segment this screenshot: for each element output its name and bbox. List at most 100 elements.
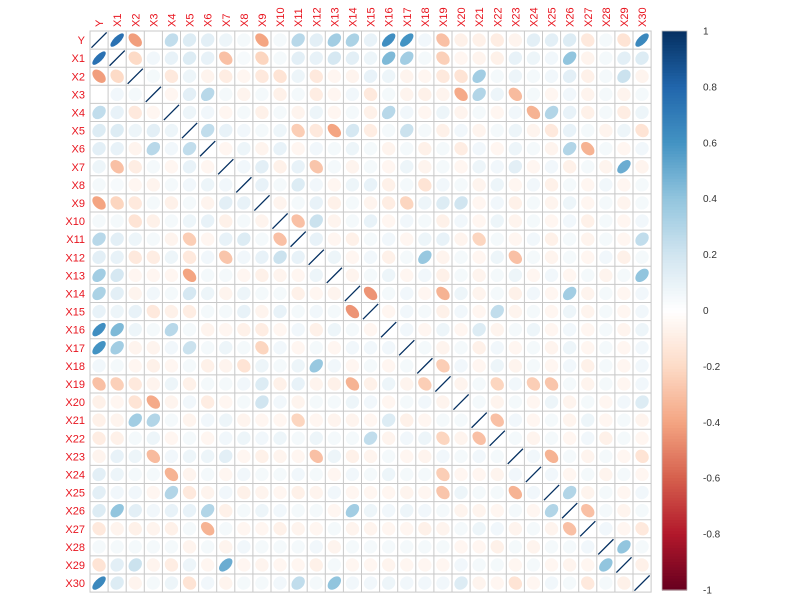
colorbar-segment — [662, 316, 687, 320]
corr-cell-x24-x14 — [345, 467, 360, 482]
corr-cell-x15-x10 — [273, 304, 287, 319]
corr-cell-x8-x30 — [635, 178, 649, 192]
colorbar-segment — [662, 360, 687, 365]
corr-cell-x20-x24 — [526, 395, 541, 409]
corr-cell-x14-x22 — [490, 286, 504, 301]
column-label: X23 — [510, 7, 522, 27]
colorbar-segment — [662, 349, 687, 354]
corr-cell-x7-x12 — [309, 160, 323, 174]
corr-cell-x12-x3 — [146, 250, 161, 264]
corr-cell-x7-x26 — [562, 160, 577, 174]
corr-cell-x30-x18 — [418, 576, 432, 590]
corr-cell-x6-x14 — [345, 141, 360, 156]
corr-cell-x21-y — [92, 413, 106, 427]
colorbar-segment — [662, 458, 687, 463]
corr-cell-x29-x17 — [400, 558, 414, 572]
colorbar-segment — [662, 218, 687, 222]
colorbar-segment — [662, 570, 687, 574]
corr-cell-x22-x13 — [327, 431, 342, 445]
corr-cell-x5-y — [92, 123, 106, 138]
colorbar-segment — [662, 341, 687, 345]
corr-cell-x5-x25 — [544, 123, 559, 138]
corr-cell-x9-x11 — [291, 196, 305, 210]
corr-cell-x14-x29 — [617, 286, 631, 301]
corr-cell-x21-x28 — [599, 413, 613, 427]
corr-cell-x20-x1 — [110, 395, 124, 409]
corr-cell-x29-x20 — [454, 558, 468, 572]
colorbar-segment — [662, 461, 687, 465]
corr-cell-x19-x2 — [128, 377, 142, 391]
colorbar-segment — [662, 106, 687, 110]
column-label: X4 — [166, 14, 178, 27]
corr-cell-x14-x10 — [273, 286, 287, 301]
corr-cell-x3-x26 — [562, 87, 577, 102]
colorbar-segment — [662, 173, 687, 177]
corr-cell-x25-x29 — [617, 485, 631, 500]
corr-cell-x18-x29 — [617, 359, 631, 373]
corr-cell-x20-y — [92, 395, 106, 409]
corr-cell-x9-x18 — [418, 196, 432, 210]
corr-cell-x9-x20 — [454, 196, 468, 210]
corr-cell-x9-x2 — [128, 196, 142, 210]
colorbar-segment — [662, 550, 687, 555]
corr-cell-x29-x24 — [526, 558, 541, 572]
corr-cell-x1-x24 — [526, 51, 541, 65]
corr-cell-x22-x8 — [237, 431, 251, 445]
corr-cell-x18-x28 — [599, 359, 613, 373]
corr-cell-x12-y — [92, 250, 106, 264]
corr-cell-x24-x25 — [544, 467, 559, 482]
corr-cell-x4-y — [92, 105, 106, 120]
corr-cell-x5-x17 — [400, 123, 414, 138]
corr-cell-x16-x9 — [255, 322, 269, 337]
colorbar-segment — [662, 430, 687, 435]
corr-cell-x9-x3 — [146, 196, 161, 210]
corr-cell-x17-x27 — [581, 341, 595, 355]
corr-cell-y-x19 — [436, 33, 450, 47]
corr-cell-x8-x10 — [273, 178, 287, 192]
corr-cell-x14-x5 — [182, 286, 197, 301]
corr-cell-x2-x7 — [219, 69, 233, 83]
corr-cell-x2-x16 — [381, 69, 396, 83]
corr-cell-x5-x8 — [237, 123, 251, 138]
corr-cell-x3-x21 — [472, 87, 486, 102]
corr-cell-x13-x13 — [326, 267, 343, 284]
corr-cell-x21-x18 — [418, 413, 432, 427]
colorbar-segment — [662, 156, 687, 161]
corr-cell-x29-x26 — [562, 558, 577, 572]
corr-cell-y-x3 — [146, 33, 161, 47]
corr-cell-x25-x7 — [219, 485, 233, 500]
corr-cell-x15-x21 — [472, 304, 486, 319]
column-label: Y — [94, 19, 106, 27]
colorbar-segment — [662, 366, 687, 370]
colorbar-segment — [662, 525, 687, 530]
corr-cell-x2-x17 — [400, 69, 414, 83]
corr-cell-x30-x17 — [400, 576, 414, 590]
colorbar-segment — [662, 209, 687, 214]
corr-cell-x24-x20 — [454, 467, 468, 482]
corr-cell-x23-x11 — [291, 449, 305, 464]
corr-cell-x4-x8 — [237, 105, 251, 120]
corr-cell-x10-x7 — [219, 214, 233, 228]
corr-cell-x26-x7 — [219, 503, 233, 518]
column-label: X28 — [601, 7, 613, 27]
corr-cell-x19-x9 — [255, 377, 269, 391]
corr-cell-x30-y — [92, 576, 106, 590]
corr-cell-x25-x6 — [200, 485, 215, 500]
row-label: X4 — [72, 107, 85, 119]
colorbar-segment — [662, 201, 687, 205]
corr-cell-x27-x4 — [164, 522, 179, 536]
colorbar-tick-label: 0.4 — [703, 194, 717, 205]
corr-cell-x29-x30 — [635, 558, 649, 572]
corr-cell-x27-x26 — [562, 522, 577, 536]
corr-cell-x18-x19 — [436, 359, 450, 373]
corr-cell-x9-x23 — [508, 196, 523, 210]
colorbar-segment — [662, 31, 687, 35]
corr-cell-x20-x7 — [219, 395, 233, 409]
corr-cell-x3-x19 — [436, 87, 450, 102]
corr-cell-x25-x3 — [146, 485, 161, 500]
colorbar-segment — [662, 195, 687, 200]
colorbar-segment — [662, 61, 687, 66]
corr-cell-x3-x10 — [273, 87, 287, 102]
corr-cell-x11-x15 — [363, 232, 378, 246]
column-label: X18 — [420, 7, 432, 27]
